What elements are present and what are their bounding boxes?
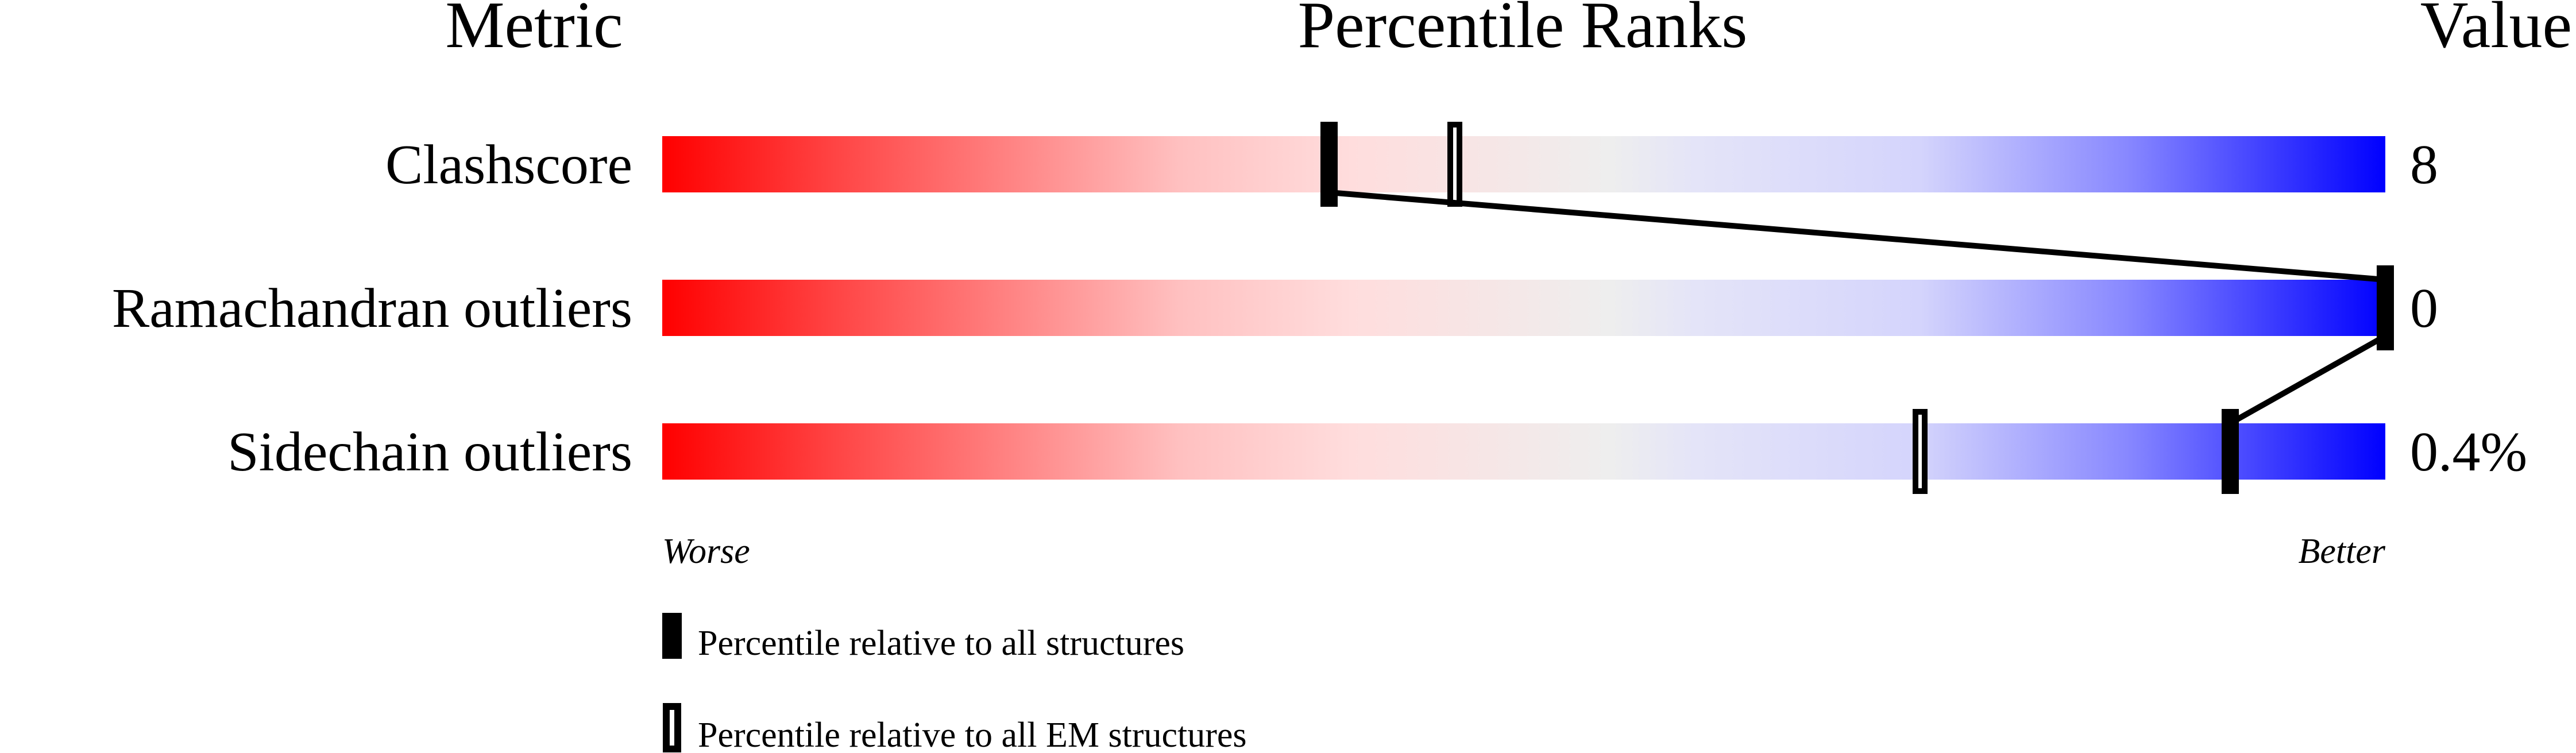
metric-row: Ramachandran outliers 0 — [112, 265, 2438, 350]
metric-row: Clashscore 8 — [385, 122, 2438, 207]
legend-all-marker — [662, 613, 682, 659]
metric-label: Clashscore — [385, 134, 632, 196]
connector-line — [1328, 190, 2386, 283]
axis-better-label: Better — [2299, 532, 2386, 571]
metric-row: Sidechain outliers 0.4% — [227, 409, 2527, 494]
metric-value: 8 — [2410, 134, 2438, 196]
header-percentile-ranks: Percentile Ranks — [1298, 0, 1748, 62]
percentile-bar — [662, 423, 2385, 480]
metric-label: Ramachandran outliers — [112, 277, 632, 339]
connector-line — [2229, 333, 2387, 426]
percentile-bar — [662, 136, 2385, 192]
header-metric: Metric — [445, 0, 623, 62]
legend-em-label: Percentile relative to all EM structures — [698, 716, 1247, 753]
percentile-bar — [662, 280, 2385, 336]
metric-value: 0 — [2410, 277, 2438, 339]
legend-em-marker — [663, 703, 681, 752]
em-percentile-marker — [1913, 409, 1928, 494]
em-percentile-marker — [1447, 122, 1462, 207]
axis-worse-label: Worse — [662, 532, 750, 571]
metric-value: 0.4% — [2410, 421, 2527, 483]
legend-all-label: Percentile relative to all structures — [698, 624, 1184, 663]
header-value: Value — [2420, 0, 2572, 62]
metric-label: Sidechain outliers — [227, 421, 632, 483]
